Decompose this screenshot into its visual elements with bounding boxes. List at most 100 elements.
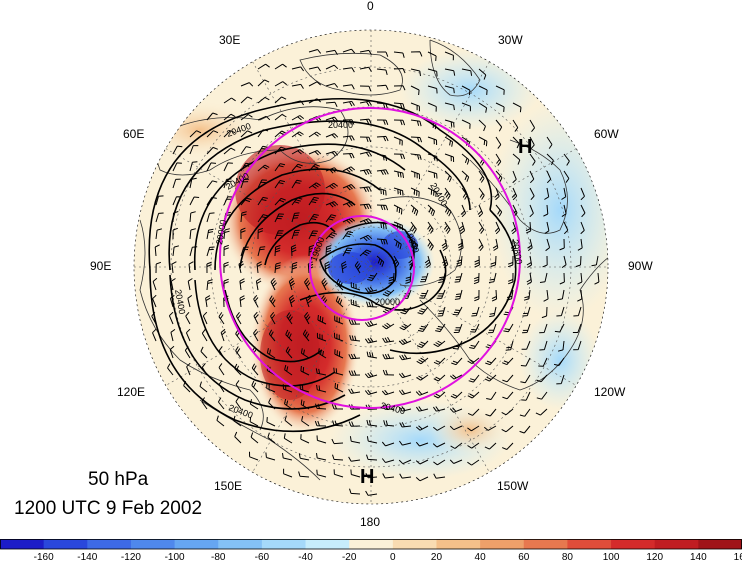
wind-barb — [545, 238, 551, 252]
wind-barb — [321, 277, 328, 291]
lon-label-150e: 150E — [214, 479, 242, 493]
contour-label: 20000 — [214, 219, 228, 245]
wind-barb — [350, 469, 361, 478]
wind-barb — [172, 227, 178, 240]
wind-barb — [325, 245, 332, 257]
pressure-level-title: 50 hPa — [88, 469, 149, 490]
wind-barb — [266, 383, 276, 393]
wind-barb — [398, 440, 412, 446]
wind-barb — [559, 272, 565, 285]
wind-barb — [461, 85, 471, 96]
wind-barb — [494, 187, 500, 201]
wind-barb — [342, 67, 355, 73]
wind-barb — [522, 323, 531, 334]
wind-barb — [427, 85, 438, 94]
wind-barb — [235, 311, 242, 325]
wind-barb — [398, 389, 412, 395]
wind-barb — [364, 389, 378, 395]
colorbar-segment — [392, 539, 437, 549]
wind-barb — [521, 340, 531, 350]
wind-barb — [274, 96, 287, 104]
wind-barb — [223, 147, 236, 155]
contour-label: 20400 — [173, 289, 187, 315]
wind-barb — [474, 255, 480, 268]
wind-barb — [485, 357, 497, 366]
wind-barb — [529, 136, 535, 150]
wind-barb — [325, 232, 337, 240]
wind-barb — [444, 68, 456, 76]
wind-barb — [334, 382, 344, 393]
wind-barb — [473, 272, 480, 285]
wind-barb — [559, 238, 565, 251]
wind-barb — [454, 289, 463, 300]
wind-barb — [546, 170, 552, 184]
wind-barb — [348, 319, 361, 325]
wind-barb — [324, 261, 331, 274]
wind-barb — [491, 289, 498, 302]
wind-barb — [415, 425, 429, 431]
wind-barb — [452, 306, 463, 316]
wind-barb — [382, 353, 395, 360]
wind-barb — [376, 119, 389, 125]
wind-barb — [490, 255, 497, 267]
wind-barb — [484, 442, 497, 450]
colorbar-segment — [87, 539, 132, 549]
wind-barb — [187, 278, 193, 291]
wind-barb — [561, 204, 567, 218]
wind-barb — [216, 415, 225, 427]
colorbar-tick-label: -140 — [77, 552, 97, 561]
wind-barb — [415, 459, 429, 465]
wind-barb — [285, 329, 293, 342]
wind-barb — [478, 187, 485, 200]
colorbar-tick-label: 160 — [734, 552, 742, 561]
wind-barb — [187, 294, 193, 308]
wind-barb — [364, 371, 378, 379]
wind-barb — [427, 170, 438, 179]
wind-barb — [461, 68, 473, 76]
wind-barb — [521, 391, 531, 401]
wind-barb — [470, 323, 480, 333]
wind-barb — [469, 340, 480, 349]
wind-barb — [359, 85, 372, 92]
wind-barb — [350, 282, 361, 291]
wind-barb — [300, 434, 310, 444]
wind-barb — [325, 101, 338, 108]
wind-barb — [291, 83, 304, 89]
wind-barb — [417, 323, 429, 332]
wind-barb — [508, 272, 514, 285]
wind-barb — [270, 311, 276, 325]
wind-barb — [415, 476, 429, 482]
wind-barb — [249, 416, 259, 427]
wind-barb — [290, 244, 297, 257]
wind-barb — [155, 212, 164, 223]
wind-barb — [366, 351, 378, 359]
wind-barb — [546, 136, 553, 149]
wind-barb — [505, 340, 514, 351]
wind-barb — [438, 272, 446, 284]
wind-barb — [257, 115, 271, 121]
polar-stereographic-map: 20400 20400 20400 20000 20000 19600 1960… — [90, 0, 653, 529]
wind-barb — [206, 279, 213, 291]
lon-label-30e: 30E — [219, 33, 240, 47]
wind-barb — [453, 323, 463, 333]
wind-barb — [366, 419, 378, 427]
wind-barb — [377, 51, 389, 57]
high-pressure-label: H — [360, 466, 374, 488]
wind-barb — [573, 340, 582, 351]
map-boundary — [133, 29, 609, 505]
wind-barb — [284, 415, 293, 427]
wind-barb — [541, 306, 548, 319]
wind-barb — [478, 119, 486, 132]
wind-barb — [444, 85, 455, 94]
wind-barb — [223, 196, 233, 206]
wind-barb — [577, 289, 583, 302]
wind-barb — [169, 345, 175, 359]
colorbar-segment — [43, 539, 88, 549]
wind-barb — [304, 277, 311, 291]
wind-barb — [539, 272, 548, 283]
wind-barb — [274, 163, 286, 172]
wind-barb — [283, 468, 293, 478]
wind-barb — [556, 306, 565, 317]
wind-barb — [359, 186, 372, 193]
wind-barb — [416, 340, 429, 348]
